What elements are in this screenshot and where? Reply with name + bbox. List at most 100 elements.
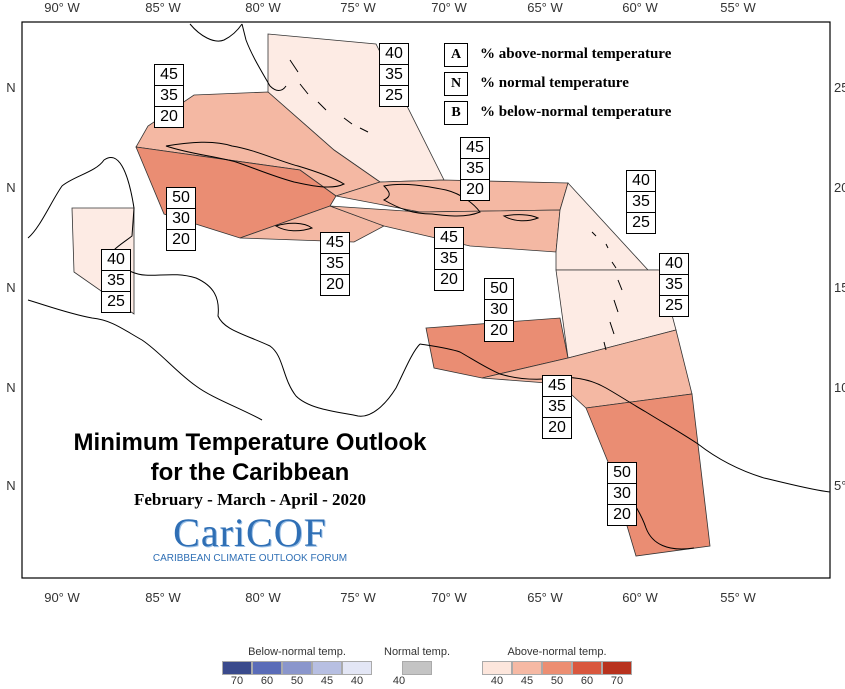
axis-tick-label: 20° [834,180,845,195]
colorbar-tick: 60 [260,675,274,687]
caricof-logo: CariCOF CARIBBEAN CLIMATE OUTLOOK FORUM [150,510,350,565]
axis-tick-label: 65° W [527,590,563,605]
axis-tick-label: 15° [834,280,845,295]
probability-legend: A % above-normal temperature N % normal … [444,40,671,127]
prob-value: 35 [102,271,130,292]
prob-value: 35 [380,65,408,86]
colorbar-swatch [282,661,312,675]
prob-value: 20 [326,276,344,293]
prob-value: 45 [321,233,349,254]
logo-subtitle: CARIBBEAN CLIMATE OUTLOOK FORUM [152,553,348,564]
prob-box-guianas: 50 30 20 [607,462,637,526]
prob-value: 25 [107,293,125,310]
legend-code: N [444,71,468,96]
colorbar-tick: 50 [550,675,564,687]
prob-value: 25 [632,214,650,231]
colorbar-tick: 70 [230,675,244,687]
prob-box-hispaniola-north: 45 35 20 [460,137,490,201]
colorbar-swatch [312,661,342,675]
legend-row-above: A % above-normal temperature [444,40,671,69]
prob-value: 35 [155,86,183,107]
colorbar-above-swatches [482,661,632,675]
axis-tick-label: 65° W [527,0,563,15]
legend-text: % below-normal temperature [480,104,672,120]
axis-tick-label: 25° [834,80,845,95]
prob-value: 40 [102,250,130,271]
axis-tick-label: 70° W [431,0,467,15]
axis-tick-label: 55° W [720,0,756,15]
axis-tick-label: 5° [834,478,845,493]
colorbar-normal-swatches [384,661,450,675]
prob-box-trinidad: 45 35 20 [542,375,572,439]
axis-tick-label: 60° W [622,0,658,15]
prob-box-bahamas: 40 35 25 [379,43,409,107]
prob-box-hispaniola-south: 45 35 20 [434,227,464,291]
prob-value: 20 [172,231,190,248]
prob-value: 25 [665,297,683,314]
axis-tick-label: N [6,478,15,493]
colorbar-swatch [482,661,512,675]
prob-value: 40 [380,44,408,65]
prob-value: 25 [385,87,403,104]
colorbar-swatch [542,661,572,675]
legend-text: % normal temperature [480,75,629,91]
prob-box-leeward: 40 35 25 [626,170,656,234]
prob-box-cuba-jamaica: 50 30 20 [166,187,196,251]
axis-tick-label: 90° W [44,590,80,605]
axis-tick-label: 10° [834,380,845,395]
forecast-period: February - March - April - 2020 [134,490,366,509]
axis-tick-label: 90° W [44,0,80,15]
colorbar-tick: 40 [392,675,406,687]
axis-tick-label: 75° W [340,0,376,15]
axis-tick-label: 85° W [145,0,181,15]
title-line-1: Minimum Temperature Outlook [73,429,427,456]
prob-box-abc-islands: 50 30 20 [484,278,514,342]
latitude-labels-left: N N N N N [6,80,15,493]
prob-box-cayman: 45 35 20 [320,232,350,296]
colorbar-below-ticks: 70 60 50 45 40 [222,675,372,689]
prob-value: 50 [485,279,513,300]
colorbar-swatch [252,661,282,675]
colorbar-below: Below-normal temp. 70 60 50 45 40 [222,646,372,689]
colorbar-normal: Normal temp. 40 [384,646,450,689]
colorbar-tick: 45 [520,675,534,687]
colorbar-normal-title: Normal temp. [384,646,451,658]
longitude-labels-top: 90° W 85° W 80° W 75° W 70° W 65° W 60° W 55° W [44,0,756,15]
prob-value: 45 [155,65,183,86]
prob-value: 50 [608,463,636,484]
zone-guianas [585,393,711,557]
prob-value: 45 [435,228,463,249]
prob-value: 35 [321,254,349,275]
legend-row-normal: N % normal temperature [444,69,671,98]
legend-code: A [444,42,468,67]
prob-value: 35 [543,397,571,418]
axis-tick-label: 60° W [622,590,658,605]
colorbar-tick: 40 [490,675,504,687]
prob-value: 30 [485,300,513,321]
prob-value: 35 [660,275,688,296]
colorbar-below-title: Below-normal temp. [248,646,346,658]
prob-value: 35 [461,159,489,180]
colorbar-swatch [222,661,252,675]
prob-value: 20 [490,322,508,339]
prob-value: 20 [160,108,178,125]
colorbar-above-ticks: 40 45 50 60 70 [482,675,632,689]
prob-box-cuba-north: 45 35 20 [154,64,184,128]
legend-text: % above-normal temperature [480,46,672,62]
title-block: Minimum Temperature Outlook for the Cari… [40,428,460,510]
axis-tick-label: N [6,180,15,195]
colorbar-tick: 70 [610,675,624,687]
logo-wordmark: CariCOF [173,510,327,555]
legend-code: B [444,100,468,125]
axis-tick-label: 80° W [245,590,281,605]
legend-row-below: B % below-normal temperature [444,98,671,127]
prob-value: 20 [613,506,631,523]
colorbar-normal-ticks: 40 [384,675,450,689]
prob-value: 30 [167,209,195,230]
colorbar-swatch [512,661,542,675]
prob-value: 45 [543,376,571,397]
prob-box-belize: 40 35 25 [101,249,131,313]
prob-value: 40 [660,254,688,275]
prob-value: 40 [627,171,655,192]
